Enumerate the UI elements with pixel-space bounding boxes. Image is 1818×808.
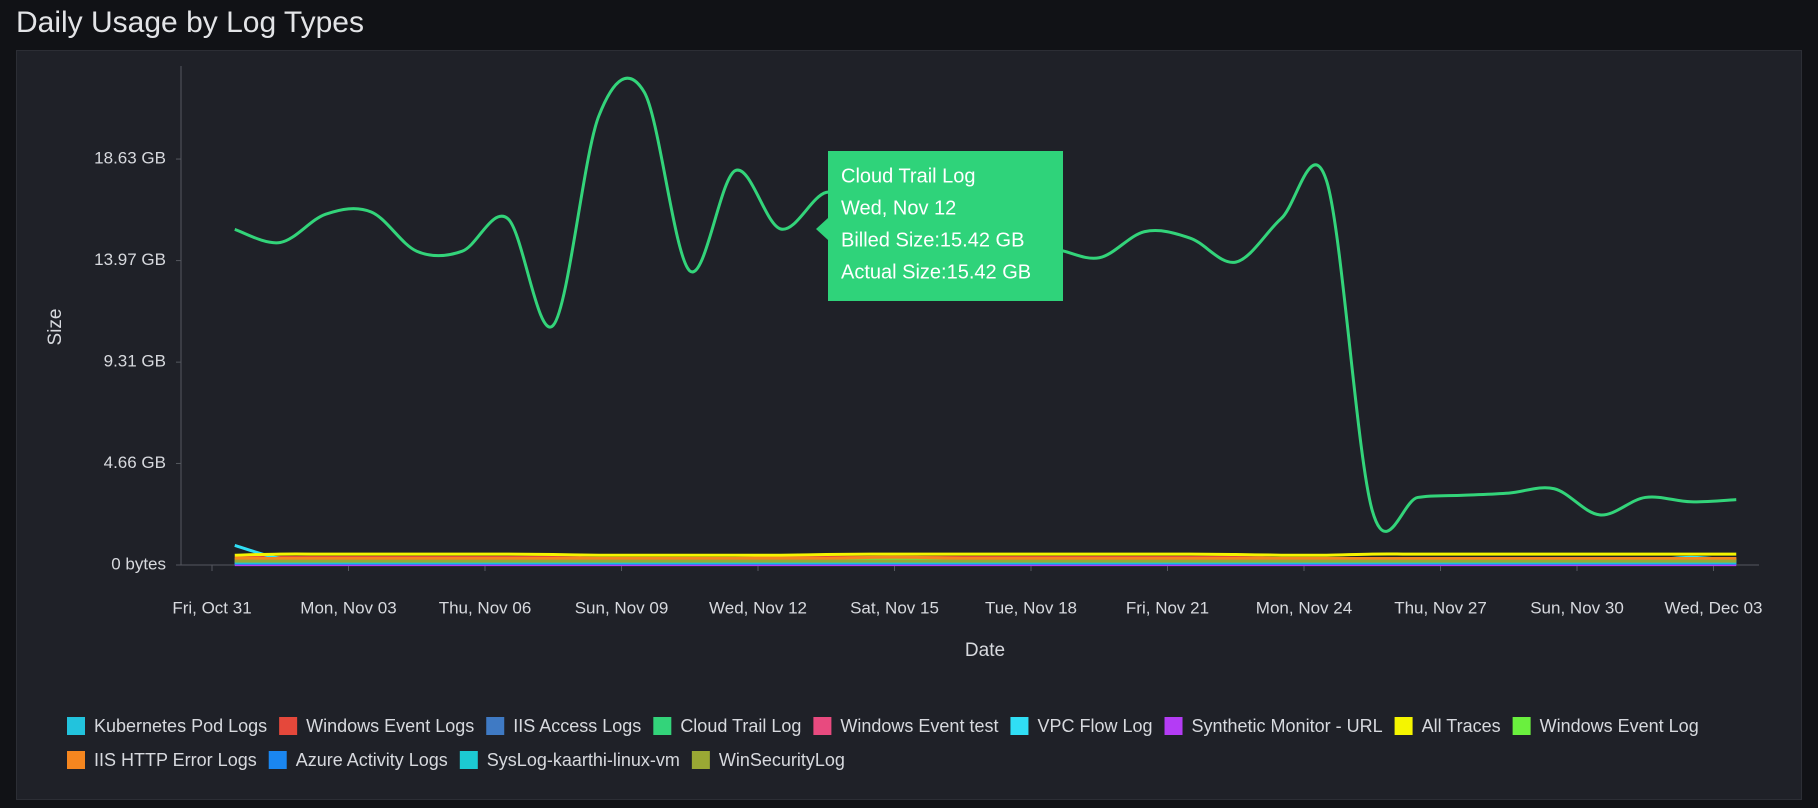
legend-label: Windows Event Log bbox=[1540, 716, 1699, 736]
legend-label: Kubernetes Pod Logs bbox=[94, 716, 267, 736]
x-axis-title: Date bbox=[965, 640, 1005, 661]
legend-item: VPC Flow Log bbox=[1010, 716, 1153, 736]
tooltip-box bbox=[828, 151, 1063, 301]
legend-label: WinSecurityLog bbox=[719, 750, 845, 770]
legend-item: IIS Access Logs bbox=[486, 716, 641, 736]
tooltip-line: Billed Size:15.42 GB bbox=[841, 229, 1024, 251]
legend-item: Cloud Trail Log bbox=[653, 716, 801, 736]
x-tick-label: Fri, Oct 31 bbox=[172, 598, 251, 617]
legend-item: All Traces bbox=[1394, 716, 1501, 736]
legend-label: Synthetic Monitor - URL bbox=[1192, 716, 1383, 736]
legend-swatch bbox=[1010, 717, 1029, 735]
legend-label: VPC Flow Log bbox=[1037, 716, 1152, 736]
legend-label: Windows Event test bbox=[840, 716, 998, 736]
legend-swatch bbox=[1394, 717, 1413, 735]
y-tick-label: 4.66 GB bbox=[104, 453, 166, 472]
legend-item: Kubernetes Pod Logs bbox=[67, 716, 267, 736]
y-tick-label: 9.31 GB bbox=[104, 352, 166, 371]
legend-swatch bbox=[486, 717, 505, 735]
legend-swatch bbox=[1164, 717, 1183, 735]
y-tick-label: 18.63 GB bbox=[94, 149, 166, 168]
series-line bbox=[234, 552, 1737, 557]
legend-item: IIS HTTP Error Logs bbox=[67, 750, 257, 770]
x-tick-label: Thu, Nov 06 bbox=[439, 598, 532, 617]
legend-label: IIS HTTP Error Logs bbox=[94, 750, 257, 770]
x-tick-label: Tue, Nov 18 bbox=[985, 598, 1077, 617]
y-axis-title: Size bbox=[45, 309, 66, 346]
legend-label: SysLog-kaarthi-linux-vm bbox=[487, 750, 680, 770]
legend-label: Cloud Trail Log bbox=[680, 716, 801, 736]
legend-item: SysLog-kaarthi-linux-vm bbox=[459, 750, 680, 770]
chart-title: Daily Usage by Log Types bbox=[16, 6, 364, 39]
legend-label: IIS Access Logs bbox=[513, 716, 641, 736]
x-tick-label: Sat, Nov 15 bbox=[850, 598, 939, 617]
legend-swatch bbox=[1512, 717, 1531, 735]
tooltip-date: Wed, Nov 12 bbox=[841, 197, 956, 219]
legend: Kubernetes Pod Logs Windows Event Logs IIS… bbox=[67, 716, 1699, 770]
x-tick-label: Sun, Nov 30 bbox=[1530, 598, 1624, 617]
x-tick-label: Sun, Nov 09 bbox=[575, 598, 669, 617]
legend-swatch bbox=[813, 717, 832, 735]
legend-item: Windows Event Logs bbox=[279, 716, 474, 736]
x-tick-label: Wed, Nov 12 bbox=[709, 598, 807, 617]
x-tick-label: Wed, Dec 03 bbox=[1665, 598, 1763, 617]
legend-swatch bbox=[67, 717, 85, 735]
x-tick-label: Mon, Nov 24 bbox=[1256, 598, 1352, 617]
legend-label: Windows Event Logs bbox=[306, 716, 474, 736]
legend-swatch bbox=[67, 751, 85, 769]
legend-swatch bbox=[653, 717, 672, 735]
plot: 0 bytes 4.66 GB 9.31 GB 13.97 GB 18.63 GB Fri… bbox=[94, 76, 1763, 617]
legend-swatch bbox=[691, 751, 710, 769]
legend-item: Synthetic Monitor - URL bbox=[1164, 716, 1383, 736]
legend-swatch bbox=[279, 717, 298, 735]
legend-item: Windows Event Log bbox=[1512, 716, 1699, 736]
tooltip-title: Cloud Trail Log bbox=[841, 165, 976, 187]
x-tick-label: Mon, Nov 03 bbox=[300, 598, 396, 617]
legend-swatch bbox=[459, 751, 478, 769]
legend-item: Windows Event test bbox=[813, 716, 998, 736]
legend-item: Azure Activity Logs bbox=[268, 750, 448, 770]
legend-label: Azure Activity Logs bbox=[296, 750, 448, 770]
series-line bbox=[234, 555, 1737, 561]
y-tick-label: 0 bytes bbox=[111, 554, 166, 573]
legend-label: All Traces bbox=[1422, 716, 1501, 736]
legend-swatch bbox=[268, 751, 287, 769]
tooltip-line: Actual Size:15.42 GB bbox=[841, 261, 1031, 283]
x-tick-label: Thu, Nov 27 bbox=[1394, 598, 1487, 617]
tooltip-arrow bbox=[816, 218, 828, 240]
y-tick-label: 13.97 GB bbox=[94, 250, 166, 269]
tooltip: Cloud Trail Log Wed, Nov 12 Billed Size:… bbox=[816, 151, 1063, 301]
legend-item: WinSecurityLog bbox=[691, 750, 845, 770]
x-tick-label: Fri, Nov 21 bbox=[1126, 598, 1209, 617]
